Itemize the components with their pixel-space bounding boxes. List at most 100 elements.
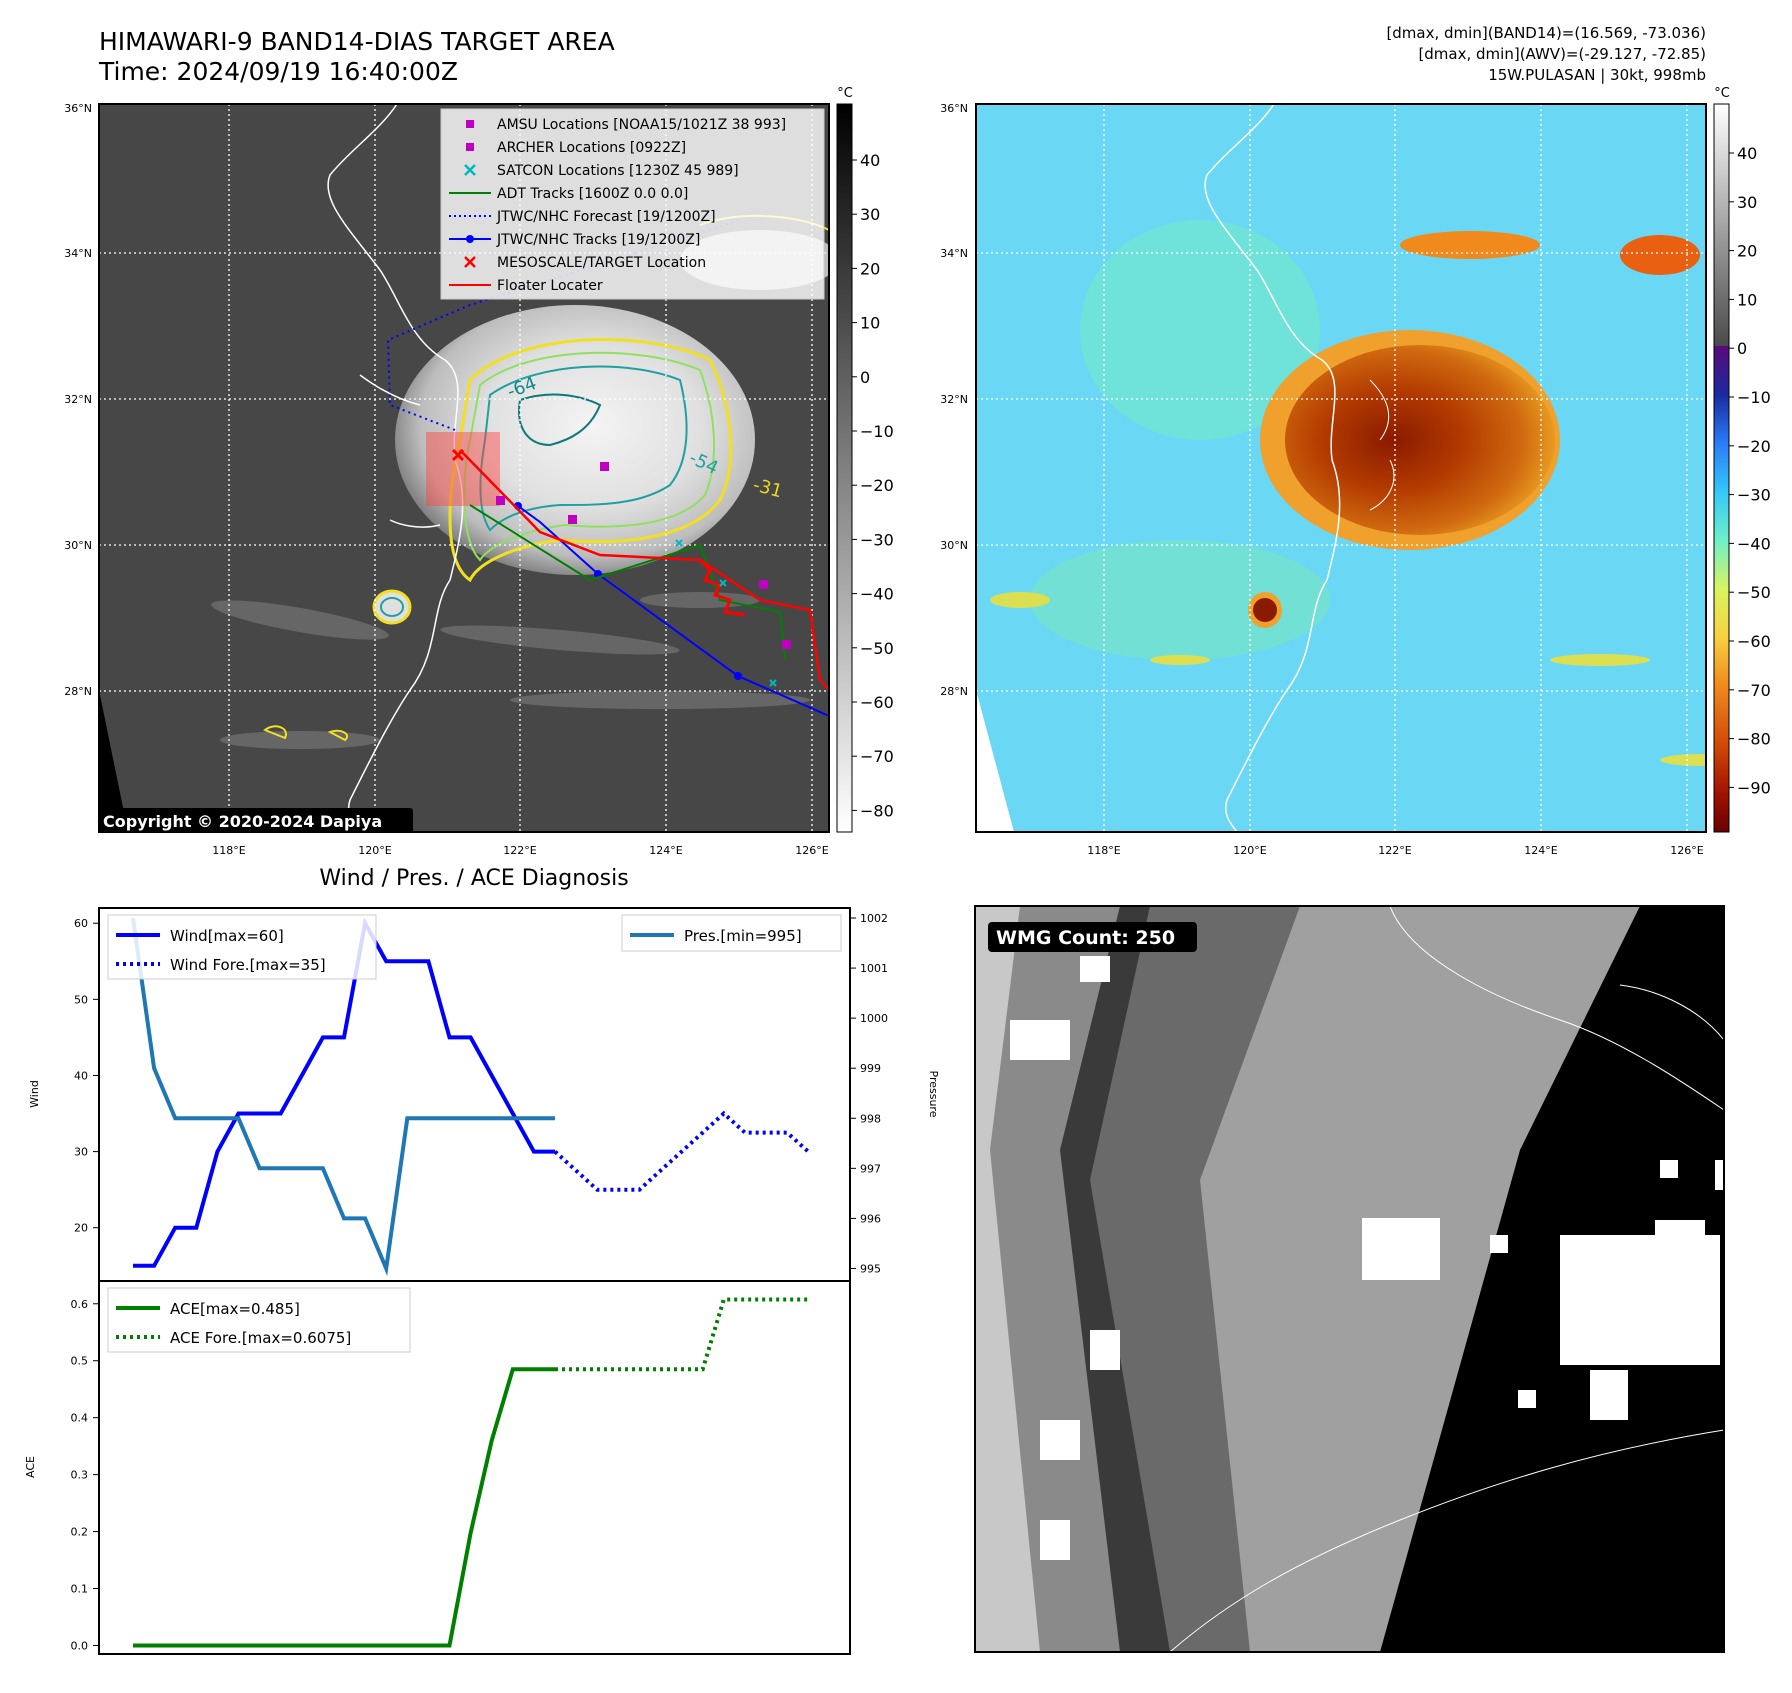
wind-legend-label: Wind[max=60]	[170, 927, 284, 945]
copyright-text: Copyright © 2020-2024 Dapiya	[103, 812, 382, 831]
pressure-ytick-label: 999	[860, 1062, 881, 1075]
storm-core-color	[1285, 345, 1555, 535]
pressure-ytick-label: 1000	[860, 1012, 888, 1025]
small-cell-inner-contour	[380, 597, 404, 617]
info-storm: 15W.PULASAN | 30kt, 998mb	[1488, 66, 1706, 84]
wind-ytick-label: 50	[74, 993, 88, 1006]
lon-label-122: 122°E	[503, 844, 536, 857]
color-cb-tick-label: −70	[1737, 681, 1771, 700]
series-wind-fore-line	[553, 1110, 810, 1192]
color-cb-tick-label: −20	[1737, 437, 1771, 456]
series-pres-line	[131, 917, 555, 1276]
gray-cb-tick-label: −70	[860, 747, 894, 766]
ace-fore-legend-label: ACE Fore.[max=0.6075]	[170, 1329, 351, 1347]
gray-cb-tick-label: 0	[860, 368, 870, 387]
gray-colorbar-unit: °C	[837, 86, 853, 101]
lat-label-36: 36°N	[64, 102, 92, 115]
northern-cloud-color	[1400, 231, 1540, 259]
gray-cb-tick-label: 20	[860, 259, 880, 278]
gray-cb-tick-label: −60	[860, 693, 894, 712]
color-cb-tick-label: −90	[1737, 778, 1771, 797]
lat-label-34: 34°N	[64, 247, 92, 260]
ace-ytick-label: 0.4	[71, 1412, 89, 1425]
color-lat-label-28: 28°N	[940, 685, 968, 698]
color-lon-label-122: 122°E	[1378, 844, 1411, 857]
color-cb-tick-label: −80	[1737, 730, 1771, 749]
color-cb-tick-label: 10	[1737, 290, 1757, 309]
color-lon-label-126: 126°E	[1670, 844, 1703, 857]
gray-cb-tick-label: −30	[860, 530, 894, 549]
color-no-data-corner	[976, 690, 1014, 832]
amsu-archer-markers	[496, 462, 791, 649]
legend-label-6: MESOSCALE/TARGET Location	[497, 255, 706, 271]
series-wind-line	[133, 917, 555, 1268]
ace-ylabel: ACE	[24, 1456, 37, 1478]
color-colorbar-bottom	[1714, 346, 1729, 832]
wind-ytick-label: 30	[74, 1146, 88, 1159]
ace-plot-frame	[98, 1280, 851, 1655]
lon-label-120: 120°E	[358, 844, 391, 857]
legend-label-7: Floater Locater	[497, 278, 603, 294]
color-map-frame	[975, 103, 1707, 833]
color-lat-label-30: 30°N	[940, 539, 968, 552]
color-colorbar: °C 40 30 20 10 0 −10 −20 −30 −40 −50 −60 −70 −80 −90	[1713, 86, 1771, 833]
pressure-legend-label: Pres.[min=995]	[684, 927, 802, 945]
gray-cb-tick-label: 10	[860, 314, 880, 333]
ace-chart: 0.0 0.1 0.2 0.3 0.4 0.5 0.6 ACE ACE[max=0.485]…	[24, 1280, 851, 1655]
series-ace-line	[133, 1367, 555, 1648]
color-colorbar-top	[1714, 104, 1729, 346]
lat-label-28: 28°N	[64, 685, 92, 698]
wmg-label-box	[988, 922, 1197, 952]
color-coastline-detail	[1369, 379, 1395, 511]
warm-spots	[990, 592, 1706, 766]
target-box	[426, 432, 500, 506]
wmg-coast-line	[1169, 1429, 1725, 1653]
wmg-count-label: WMG Count: 250	[996, 927, 1175, 949]
no-data-corner	[99, 690, 128, 832]
gray-colorbar-bar	[836, 103, 853, 833]
pressure-ytick-label: 997	[860, 1162, 881, 1175]
legend-label-2: SATCON Locations [1230Z 45 989]	[497, 163, 739, 179]
pressure-ytick-label: 996	[860, 1212, 881, 1225]
diagnosis-title: Wind / Pres. / ACE Diagnosis	[319, 866, 628, 891]
figure-time: Time: 2024/09/19 16:40:00Z	[98, 57, 458, 86]
gray-map-panel: -64 -54 -31 AMSU Locations [NOAA15/1021Z…	[64, 102, 830, 857]
ace-ytick-label: 0.5	[71, 1355, 89, 1368]
legend-marker-1	[466, 143, 474, 151]
color-cb-tick-label: −10	[1737, 388, 1771, 407]
gray-cb-tick-label: −40	[860, 585, 894, 604]
contour-green	[463, 351, 716, 562]
color-cb-tick-label: −60	[1737, 632, 1771, 651]
wmg-white-blocks	[1010, 956, 1725, 1560]
lon-label-118: 118°E	[212, 844, 245, 857]
gray-cb-tick-label: −20	[860, 476, 894, 495]
gray-cb-tick-label: 30	[860, 205, 880, 224]
legend-label-4: JTWC/NHC Forecast [19/1200Z]	[496, 209, 716, 225]
pressure-ytick-label: 1002	[860, 912, 888, 925]
wmg-contour-line-2	[1619, 984, 1725, 1041]
copyright-box	[99, 808, 413, 832]
color-cb-tick-label: 40	[1737, 144, 1757, 163]
pressure-ytick-label: 1001	[860, 962, 888, 975]
ace-ytick-label: 0.3	[71, 1469, 89, 1482]
legend-marker-0	[466, 120, 474, 128]
small-cell-color	[1253, 598, 1277, 622]
color-lon-label-124: 124°E	[1524, 844, 1557, 857]
wind-ytick-label: 60	[74, 917, 88, 930]
gray-cb-tick-label: −10	[860, 422, 894, 441]
ace-ytick-label: 0.2	[71, 1526, 89, 1539]
floater-zigzag	[698, 558, 746, 617]
color-lat-label-34: 34°N	[940, 247, 968, 260]
color-cb-tick-label: 30	[1737, 193, 1757, 212]
small-cell-gray	[374, 591, 410, 623]
wmg-light-band	[975, 906, 1040, 1652]
info-band14: [dmax, dmin](BAND14)=(16.569, -73.036)	[1386, 24, 1706, 42]
wind-ytick-label: 40	[74, 1069, 88, 1082]
series-ace-fore-line	[555, 1297, 809, 1372]
color-colorbar-unit: °C	[1714, 86, 1730, 101]
target-marker	[451, 448, 465, 462]
storm-cloud-gray	[395, 305, 755, 575]
color-lon-label-118: 118°E	[1087, 844, 1120, 857]
ace-legend-label: ACE[max=0.485]	[170, 1300, 300, 1318]
